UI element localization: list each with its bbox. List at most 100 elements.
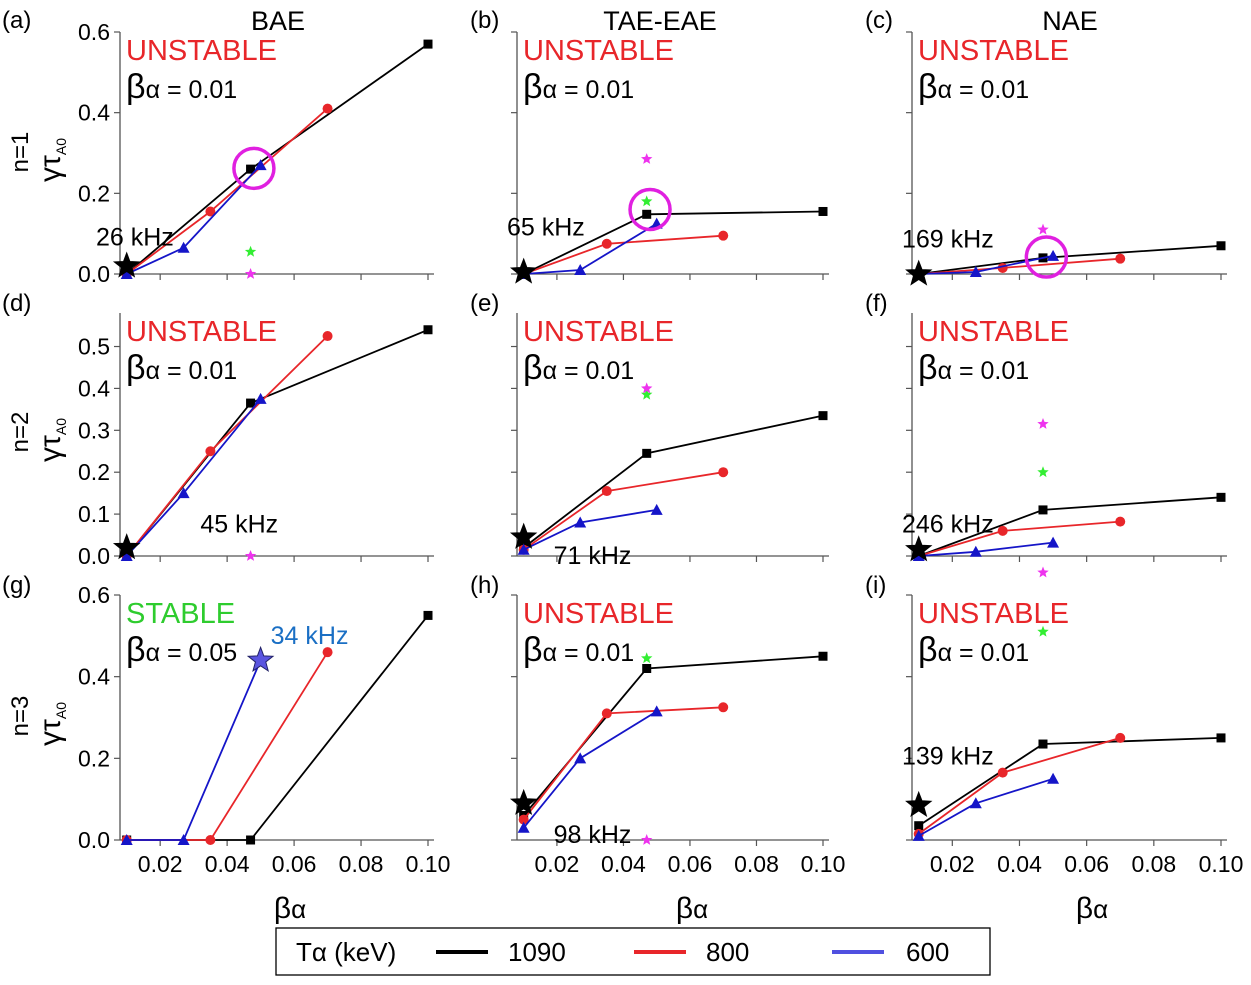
series-line-600 — [126, 659, 262, 841]
magenta-star-marker — [1037, 566, 1049, 578]
highlight-circle — [628, 187, 672, 232]
y-axis-label-sub: A0 — [53, 702, 69, 719]
big-star-marker — [246, 645, 275, 673]
magenta-star-marker — [641, 382, 653, 394]
panel-label: (c) — [865, 7, 893, 34]
x-tick-label: 0.02 — [535, 851, 580, 877]
legend-label-600: 600 — [906, 937, 949, 967]
point-600 — [177, 487, 190, 499]
point-800 — [1115, 732, 1126, 743]
y-tick-label: 0.4 — [78, 375, 110, 401]
row-label-n1: n=1 — [7, 132, 34, 173]
point-600 — [120, 834, 133, 845]
magenta-star-marker — [244, 268, 257, 279]
point-1090 — [642, 209, 652, 219]
point-1090 — [1216, 733, 1226, 743]
beta-value: α = 0.01 — [543, 639, 635, 667]
point-1090 — [818, 651, 828, 661]
beta-label: βα = 0.01 — [523, 68, 634, 106]
y-axis-label-row1: γτA0 — [34, 138, 69, 182]
green-star-marker — [1037, 625, 1049, 637]
beta-value: α = 0.01 — [938, 639, 1030, 667]
point-1090 — [423, 610, 433, 620]
y-tick-label: 0.2 — [78, 180, 110, 206]
point-1090 — [1216, 492, 1226, 502]
point-800 — [1115, 253, 1126, 264]
x-axis-label-col3: βα — [1076, 892, 1108, 925]
point-1090 — [246, 835, 256, 845]
point-800 — [205, 835, 216, 845]
beta-symbol: β — [523, 349, 543, 387]
point-800 — [518, 814, 529, 825]
frequency-label: 45 kHz — [200, 511, 278, 539]
x-axis-label-col1: βα — [274, 892, 306, 925]
row-label-n2: n=2 — [7, 412, 34, 453]
x-tick-label: 0.10 — [1199, 851, 1244, 877]
point-600 — [1047, 249, 1060, 261]
panel-label: (f) — [865, 290, 888, 317]
beta-symbol: β — [126, 349, 146, 387]
panel-g: 0.02 0.04 0.06 0.08 0.10 0.0 0.2 0.4 0.6 (g) STABL… — [2, 572, 450, 877]
column-title-nae: NAE — [1042, 6, 1098, 36]
point-800 — [997, 525, 1008, 536]
beta-label: βα = 0.01 — [918, 68, 1029, 106]
beta-label: βα = 0.01 — [523, 349, 634, 387]
frequency-label: 26 kHz — [96, 224, 174, 252]
panel-label: (b) — [470, 7, 499, 34]
status-label: UNSTABLE — [523, 35, 674, 67]
green-star-marker — [641, 652, 653, 664]
legend-label-1090: 1090 — [508, 937, 566, 967]
x-axis-label-sub: α — [693, 894, 708, 924]
y-axis-label-sub: A0 — [53, 138, 69, 155]
magenta-star-marker — [1037, 418, 1049, 429]
y-tick-label: 0.2 — [78, 745, 110, 771]
big-star-marker — [905, 535, 933, 562]
point-1090 — [914, 821, 924, 831]
point-800 — [322, 647, 333, 658]
y-axis-label-sub: A0 — [53, 418, 69, 435]
y-axis-label-main: γτ — [34, 435, 67, 462]
x-tick-label: 0.04 — [997, 851, 1042, 877]
big-star-marker — [112, 251, 141, 278]
panel-label: (g) — [2, 572, 31, 599]
point-800 — [601, 238, 612, 249]
frequency-label: 65 kHz — [507, 214, 585, 242]
magenta-star-marker — [244, 550, 257, 561]
point-600 — [969, 545, 982, 557]
magenta-star-marker — [641, 153, 653, 164]
y-tick-label: 0.1 — [78, 501, 110, 527]
y-tick-label: 0.3 — [78, 417, 110, 443]
big-star-marker — [905, 259, 933, 286]
y-tick-label: 0.5 — [78, 334, 110, 360]
green-star-marker — [641, 195, 653, 207]
point-600 — [177, 241, 190, 253]
point-600 — [912, 829, 925, 841]
magenta-star-marker — [1037, 223, 1049, 235]
y-tick-label: 0.0 — [78, 827, 110, 853]
frequency-label: 98 kHz — [554, 821, 632, 849]
point-800 — [601, 708, 612, 719]
x-tick-label: 0.06 — [668, 851, 713, 877]
point-600 — [254, 159, 267, 171]
beta-value: α = 0.01 — [938, 76, 1030, 104]
frequency-label: 139 kHz — [902, 742, 994, 770]
status-label: UNSTABLE — [918, 316, 1069, 348]
point-1090 — [642, 664, 652, 673]
x-tick-label: 0.10 — [406, 851, 451, 877]
x-tick-label: 0.06 — [272, 851, 317, 877]
status-label: UNSTABLE — [126, 35, 277, 67]
panel-label: (a) — [2, 7, 31, 34]
x-tick-label: 0.06 — [1064, 851, 1109, 877]
panel-label: (e) — [470, 290, 499, 317]
status-label: UNSTABLE — [918, 598, 1069, 630]
series-line-1090 — [523, 655, 824, 817]
series-line-800 — [523, 471, 724, 551]
point-600 — [1047, 536, 1060, 548]
point-800 — [718, 702, 729, 713]
point-600 — [120, 268, 133, 279]
point-600 — [1047, 772, 1060, 784]
